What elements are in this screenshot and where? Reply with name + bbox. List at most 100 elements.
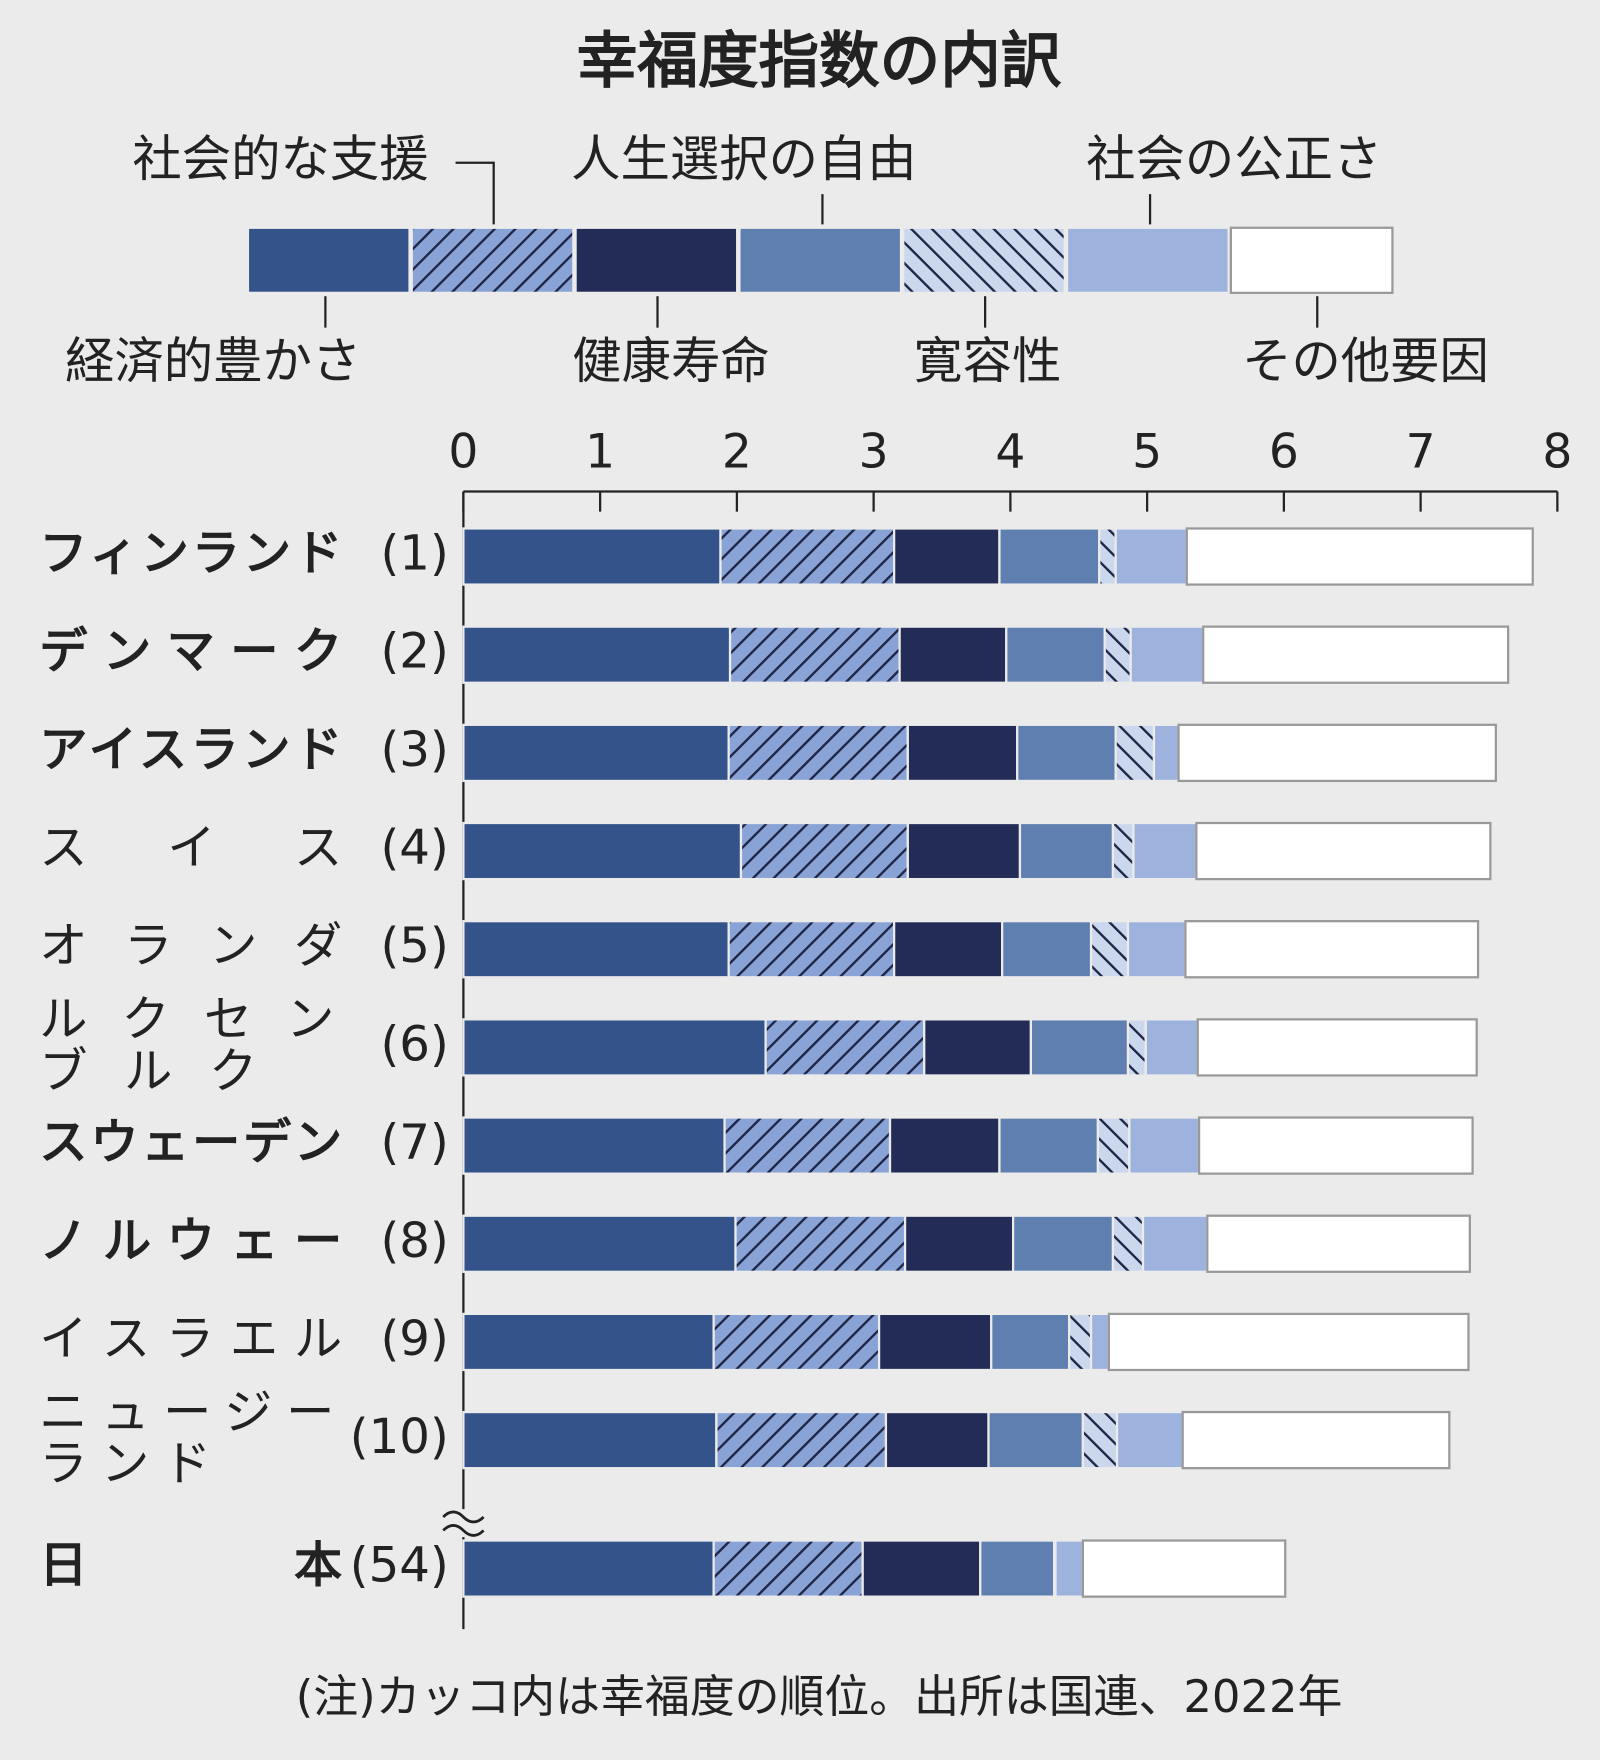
bar-segment <box>1129 625 1205 684</box>
bar-segment <box>1152 723 1180 783</box>
bar-segment <box>1141 1214 1209 1273</box>
legend-label: 健康寿命 <box>572 332 769 390</box>
legend-swatch <box>1065 226 1230 294</box>
bar-segment <box>923 1018 1033 1077</box>
category-label: デンマーク <box>39 624 342 680</box>
bar-segment <box>1126 1018 1147 1077</box>
bar-segment <box>1111 821 1135 881</box>
x-tick-label: 6 <box>1269 424 1299 479</box>
bar-segment <box>1196 1018 1478 1077</box>
legend-swatch <box>1229 226 1394 294</box>
x-tick-label: 3 <box>859 424 889 479</box>
bar-segment <box>1202 625 1510 684</box>
legend-swatch <box>246 226 411 294</box>
footnote: (注)カッコ内は幸福度の順位。出所は国連、2022年 <box>296 1670 1343 1723</box>
category-label: ニュージーランド <box>39 1384 334 1492</box>
bar-segment <box>1132 821 1198 881</box>
bar-segment <box>1185 527 1534 586</box>
bar-segment <box>1115 1410 1184 1470</box>
bar-segment <box>1114 527 1188 586</box>
rank-label: (54) <box>350 1538 449 1594</box>
bar-segment <box>1144 1018 1199 1077</box>
rank-label: (6) <box>380 1016 448 1072</box>
bar-segment <box>1098 527 1117 586</box>
bar-segment <box>990 1312 1071 1372</box>
bar-segment <box>861 1539 982 1598</box>
x-tick-label: 7 <box>1406 424 1436 479</box>
bar-segment <box>712 1539 864 1598</box>
category-label: スイス <box>39 820 342 876</box>
bar-segment <box>1089 920 1130 979</box>
legend-swatch <box>410 226 575 294</box>
category-label: 日本 <box>39 1538 342 1594</box>
rank-label: (10) <box>350 1409 449 1465</box>
category-label: スウェーデン <box>39 1115 342 1171</box>
x-tick-label: 1 <box>585 424 615 479</box>
bar-segment <box>1016 723 1117 783</box>
bar-segment <box>979 1539 1056 1598</box>
bar-segment <box>1177 723 1497 783</box>
bar-segment <box>893 920 1004 979</box>
rank-label: (7) <box>380 1115 448 1171</box>
legend-label: 社会的な支援 <box>132 130 428 188</box>
bar-segment <box>1181 1410 1451 1470</box>
bar-segment <box>715 1410 888 1470</box>
bar-segment <box>1096 1116 1131 1175</box>
x-tick-label: 5 <box>1132 424 1162 479</box>
bar-segment <box>1054 1539 1084 1598</box>
bar-segment <box>728 625 901 684</box>
leader-line <box>455 161 495 225</box>
legend-swatch <box>738 226 903 294</box>
bar-segment <box>1018 821 1115 881</box>
legend-label: 寛容性 <box>913 332 1061 390</box>
bar-segment <box>906 821 1022 881</box>
rank-label: (3) <box>380 722 448 778</box>
bar-segment <box>1128 1116 1201 1175</box>
legend-label: その他要因 <box>1242 332 1489 390</box>
bar-segment <box>1005 625 1106 684</box>
rank-label: (4) <box>380 820 448 876</box>
x-tick-label: 0 <box>448 424 478 479</box>
bar-segment <box>1206 1214 1471 1273</box>
bar-segment <box>727 723 909 783</box>
bar-segment <box>462 821 743 881</box>
bar-segment <box>1107 1312 1470 1372</box>
bar-segment <box>877 1312 993 1372</box>
legend-label: 社会の公正さ <box>1086 130 1382 188</box>
bar-segment <box>906 723 1019 783</box>
category-label: フィンランド <box>39 526 342 582</box>
bar-segment <box>1103 625 1132 684</box>
bar-segment <box>1011 1214 1115 1273</box>
bar-segment <box>1114 723 1156 783</box>
bar-segment <box>462 1116 726 1175</box>
rank-label: (2) <box>380 624 448 680</box>
bar-segment <box>1081 1539 1287 1598</box>
bar-segment <box>1089 1312 1110 1372</box>
bar-segment <box>893 527 1001 586</box>
bar-segment <box>1001 920 1093 979</box>
category-label: ノルウェー <box>39 1213 342 1269</box>
bar-segment <box>1068 1312 1093 1372</box>
bar-segment <box>462 920 730 979</box>
x-tick-label: 8 <box>1542 424 1572 479</box>
bar-segment <box>734 1214 907 1273</box>
bar-segment <box>998 1116 1100 1175</box>
axis-break <box>442 1510 485 1537</box>
category-label: ルクセンブルク <box>39 992 334 1100</box>
legend-label: 人生選択の自由 <box>571 130 917 188</box>
bar-segment <box>462 1410 718 1470</box>
rank-label: (5) <box>380 918 448 974</box>
bar-segment <box>712 1312 881 1372</box>
bar-segment <box>462 1312 715 1372</box>
legend-swatch <box>574 226 739 294</box>
category-label: アイスランド <box>39 722 342 778</box>
bar-segment <box>903 1214 1015 1273</box>
bar-segment <box>462 1539 715 1598</box>
x-tick-label: 4 <box>995 424 1025 479</box>
bar-segment <box>1081 1410 1119 1470</box>
category-label: イスラエル <box>39 1311 342 1367</box>
bar-segment <box>998 527 1101 586</box>
rank-label: (1) <box>380 526 448 582</box>
